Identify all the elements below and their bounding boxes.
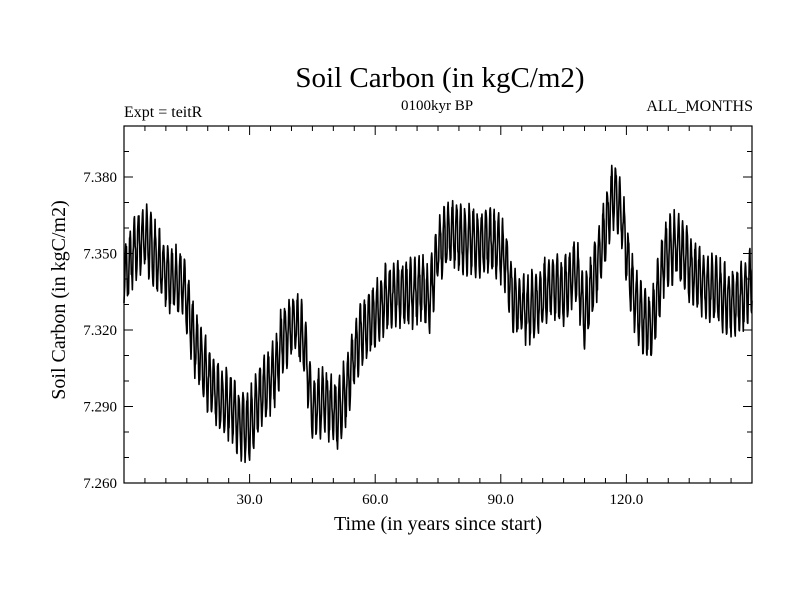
chart-title: Soil Carbon (in kgC/m2) [295,62,584,94]
x-tick-label: 90.0 [488,492,514,508]
months-label: ALL_MONTHS [646,98,753,115]
y-tick-label: 7.290 [83,400,117,416]
y-tick-label: 7.380 [83,170,117,186]
chart-subtitle: 0100kyr BP [401,98,473,114]
plot-frame [123,125,753,484]
plot-area: 30.0 60.0 90.0 120.0 7.260 7.290 7.320 7.350 7.3… [83,125,753,508]
x-axis-label: Time (in years since start) [334,513,542,535]
x-tick-label: 30.0 [236,492,262,508]
x-tick-label: 120.0 [610,492,644,508]
x-tick-label: 60.0 [362,492,388,508]
y-tick-label: 7.320 [83,323,117,339]
experiment-label: Expt = teitR [124,104,203,121]
y-tick-label: 7.350 [83,247,117,263]
soil-carbon-series-line [123,164,753,464]
y-tick-label: 7.260 [83,476,117,492]
y-axis-label: Soil Carbon (in kgC/m2) [48,200,70,399]
